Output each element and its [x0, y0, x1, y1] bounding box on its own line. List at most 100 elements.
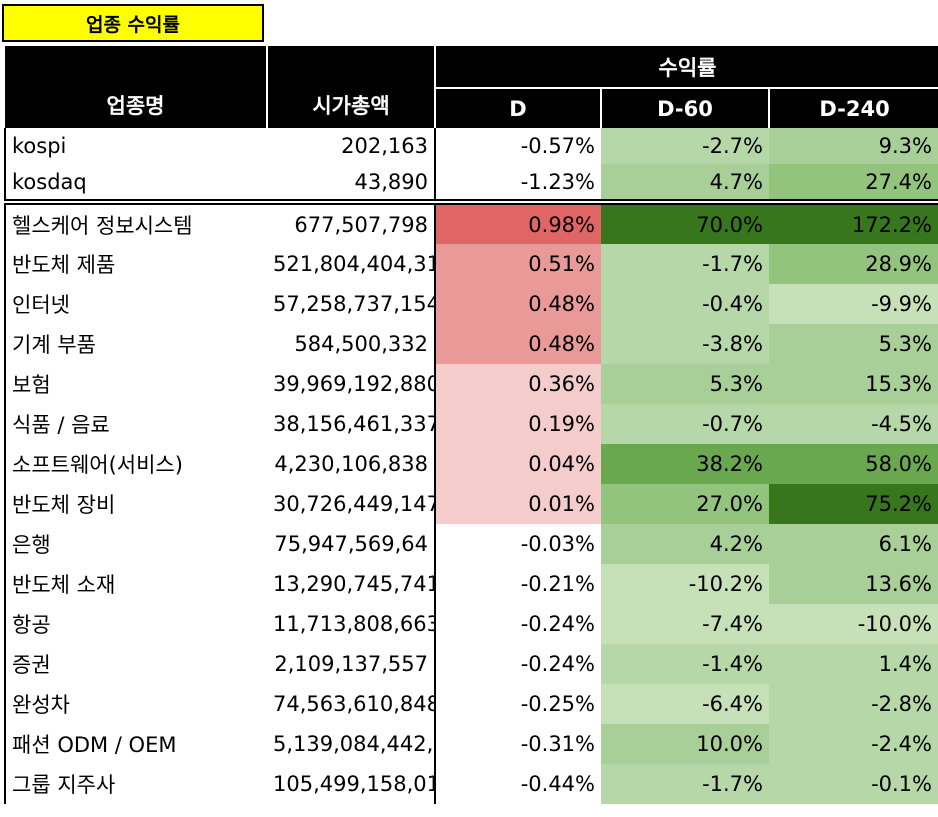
- return-d60-cell: -1.7%: [601, 244, 769, 284]
- table-row: 보험 39,969,192,880 0.36% 5.3% 15.3%: [4, 364, 938, 404]
- sector-name-cell: kosdaq: [4, 164, 267, 200]
- table-row: 항공 11,713,808,663, -0.24% -7.4% -10.0%: [4, 604, 938, 644]
- table-row: 반도체 장비 30,726,449,147 0.01% 27.0% 75.2%: [4, 484, 938, 524]
- return-d60-cell: -2.7%: [601, 128, 769, 164]
- return-d60-cell: -1.4%: [601, 644, 769, 684]
- return-d-cell: 0.01%: [435, 484, 601, 524]
- return-d-cell: 0.48%: [435, 284, 601, 324]
- sector-name-cell: 헬스케어 정보시스템: [4, 204, 267, 244]
- table-row: 증권 2,109,137,557 -0.24% -1.4% 1.4%: [4, 644, 938, 684]
- return-d-cell: 0.98%: [435, 204, 601, 244]
- marketcap-cell: 5,139,084,442,4: [267, 724, 436, 764]
- marketcap-cell: 43,890: [267, 164, 436, 200]
- sector-name-cell: 반도체 장비: [4, 484, 267, 524]
- return-d240-cell: -2.8%: [769, 684, 938, 724]
- marketcap-cell: 75,947,569,64: [267, 524, 436, 564]
- return-d60-cell: 4.2%: [601, 524, 769, 564]
- table-row: 완성차 74,563,610,848 -0.25% -6.4% -2.8%: [4, 684, 938, 724]
- sector-name-cell: 항공: [4, 604, 267, 644]
- return-d-cell: -0.57%: [435, 128, 601, 164]
- index-row: kosdaq 43,890 -1.23% 4.7% 27.4%: [4, 164, 938, 200]
- sector-name-cell: 그룹 지주사: [4, 764, 267, 804]
- return-d240-cell: 15.3%: [769, 364, 938, 404]
- header-marketcap: 시가총액: [267, 46, 436, 128]
- header-row-bottom: D D-60 D-240: [5, 88, 938, 128]
- return-d240-cell: 27.4%: [769, 164, 938, 200]
- header-d60: D-60: [601, 88, 770, 128]
- marketcap-cell: 4,230,106,838: [267, 444, 436, 484]
- return-d60-cell: 4.7%: [601, 164, 769, 200]
- return-d240-cell: 9.3%: [769, 128, 938, 164]
- return-d-cell: 0.51%: [435, 244, 601, 284]
- section-divider: [5, 199, 938, 205]
- return-d240-cell: -9.9%: [769, 284, 938, 324]
- sector-name-cell: 기계 부품: [4, 324, 267, 364]
- table-row: 반도체 소재 13,290,745,741 -0.21% -10.2% 13.6%: [4, 564, 938, 604]
- return-d60-cell: 27.0%: [601, 484, 769, 524]
- marketcap-cell: 13,290,745,741: [267, 564, 436, 604]
- return-d60-cell: -10.2%: [601, 564, 769, 604]
- return-d-cell: 0.04%: [435, 444, 601, 484]
- return-d240-cell: 1.4%: [769, 644, 938, 684]
- marketcap-cell: 38,156,461,337: [267, 404, 436, 444]
- marketcap-cell: 74,563,610,848: [267, 684, 436, 724]
- header-sector: 업종명: [5, 46, 268, 128]
- header-d: D: [435, 88, 602, 128]
- marketcap-cell: 677,507,798: [267, 204, 436, 244]
- table-row: 기계 부품 584,500,332 0.48% -3.8% 5.3%: [4, 324, 938, 364]
- return-d60-cell: 5.3%: [601, 364, 769, 404]
- return-d240-cell: 28.9%: [769, 244, 938, 284]
- return-d60-cell: -7.4%: [601, 604, 769, 644]
- header-d240: D-240: [769, 88, 938, 128]
- sector-name-cell: 인터넷: [4, 284, 267, 324]
- return-d240-cell: -0.1%: [769, 764, 938, 804]
- return-d-cell: 0.48%: [435, 324, 601, 364]
- return-d60-cell: 70.0%: [601, 204, 769, 244]
- sector-name-cell: 보험: [4, 364, 267, 404]
- header-row-top: 업종명 시가총액 수익률: [5, 46, 938, 128]
- divider-line: [5, 199, 938, 205]
- sector-name-cell: 완성차: [4, 684, 267, 724]
- sector-name-cell: 식품 / 음료: [4, 404, 267, 444]
- marketcap-cell: 57,258,737,154: [267, 284, 436, 324]
- sector-returns-table: 업종명 시가총액 수익률 D D-60 D-240 kospi 202,163 -0…: [4, 46, 938, 804]
- marketcap-cell: 105,499,158,012: [267, 764, 436, 804]
- table-row: 은행 75,947,569,64 -0.03% 4.2% 6.1%: [4, 524, 938, 564]
- sector-name-cell: 은행: [4, 524, 267, 564]
- return-d60-cell: -6.4%: [601, 684, 769, 724]
- return-d-cell: 0.19%: [435, 404, 601, 444]
- return-d-cell: -0.25%: [435, 684, 601, 724]
- sector-name-cell: kospi: [4, 128, 267, 164]
- marketcap-cell: 521,804,404,31: [267, 244, 436, 284]
- return-d240-cell: 75.2%: [769, 484, 938, 524]
- return-d60-cell: -1.7%: [601, 764, 769, 804]
- marketcap-cell: 39,969,192,880: [267, 364, 436, 404]
- sector-name-cell: 패션 ODM / OEM: [4, 724, 267, 764]
- return-d-cell: 0.36%: [435, 364, 601, 404]
- return-d-cell: -0.24%: [435, 644, 601, 684]
- header-returns: 수익률: [435, 46, 938, 89]
- return-d240-cell: -4.5%: [769, 404, 938, 444]
- return-d-cell: -0.31%: [435, 724, 601, 764]
- return-d60-cell: -0.4%: [601, 284, 769, 324]
- return-d-cell: -1.23%: [435, 164, 601, 200]
- marketcap-cell: 202,163: [267, 128, 436, 164]
- sheet-title: 업종 수익률: [2, 4, 264, 42]
- return-d60-cell: 38.2%: [601, 444, 769, 484]
- table-row: 반도체 제품 521,804,404,31 0.51% -1.7% 28.9%: [4, 244, 938, 284]
- return-d60-cell: -0.7%: [601, 404, 769, 444]
- return-d-cell: -0.21%: [435, 564, 601, 604]
- marketcap-cell: 30,726,449,147: [267, 484, 436, 524]
- return-d240-cell: -10.0%: [769, 604, 938, 644]
- table-row: 패션 ODM / OEM 5,139,084,442,4 -0.31% 10.0% -2…: [4, 724, 938, 764]
- return-d-cell: -0.44%: [435, 764, 601, 804]
- return-d60-cell: 10.0%: [601, 724, 769, 764]
- return-d240-cell: 58.0%: [769, 444, 938, 484]
- return-d240-cell: 13.6%: [769, 564, 938, 604]
- sector-name-cell: 소프트웨어(서비스): [4, 444, 267, 484]
- sector-name-cell: 반도체 제품: [4, 244, 267, 284]
- table-row: 식품 / 음료 38,156,461,337 0.19% -0.7% -4.5%: [4, 404, 938, 444]
- index-row: kospi 202,163 -0.57% -2.7% 9.3%: [4, 128, 938, 164]
- sector-name-cell: 증권: [4, 644, 267, 684]
- marketcap-cell: 584,500,332: [267, 324, 436, 364]
